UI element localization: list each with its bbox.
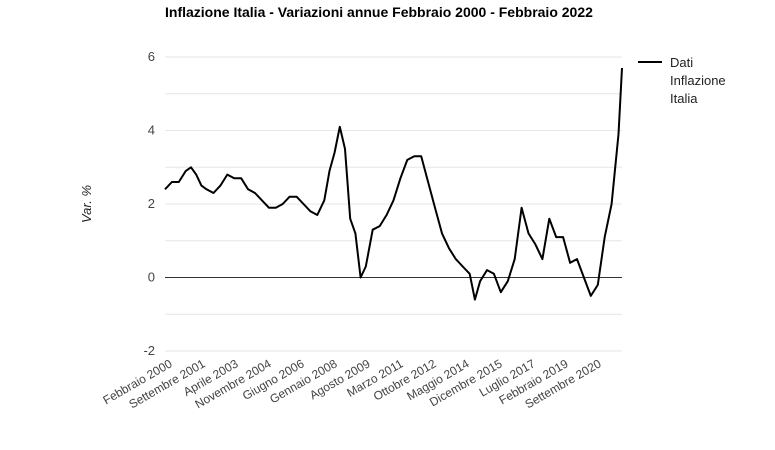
y-axis-title: Var. %	[79, 185, 94, 223]
y-tick-label: 2	[148, 196, 155, 211]
y-tick-label: 0	[148, 270, 155, 285]
chart-title: Inflazione Italia - Variazioni annue Feb…	[165, 4, 593, 20]
y-tick-label: -2	[143, 343, 155, 358]
y-tick-label: 6	[148, 49, 155, 64]
series-line	[164, 67, 623, 301]
y-tick-label: 4	[148, 123, 155, 138]
legend-label: Dati Inflazione Italia	[670, 55, 726, 106]
